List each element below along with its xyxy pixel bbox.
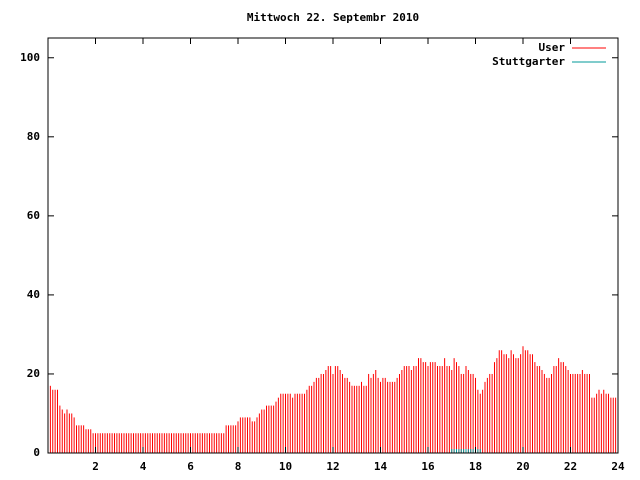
y-tick-label: 40 — [27, 288, 40, 301]
y-tick-label: 20 — [27, 367, 40, 380]
x-tick-label: 14 — [374, 460, 388, 473]
x-tick-label: 4 — [140, 460, 147, 473]
x-tick-label: 22 — [564, 460, 577, 473]
x-tick-label: 2 — [92, 460, 99, 473]
y-tick-label: 60 — [27, 209, 40, 222]
x-tick-label: 24 — [611, 460, 625, 473]
legend-label: Stuttgarter — [492, 55, 565, 68]
x-tick-label: 20 — [516, 460, 529, 473]
x-tick-label: 18 — [469, 460, 482, 473]
x-tick-label: 16 — [421, 460, 435, 473]
x-tick-label: 10 — [279, 460, 292, 473]
x-tick-label: 12 — [326, 460, 339, 473]
y-tick-label: 100 — [20, 51, 40, 64]
y-tick-label: 80 — [27, 130, 40, 143]
y-tick-label: 0 — [33, 446, 40, 459]
x-tick-label: 8 — [235, 460, 242, 473]
chart-title: Mittwoch 22. Septembr 2010 — [247, 11, 419, 24]
legend-label: User — [539, 41, 566, 54]
x-tick-label: 6 — [187, 460, 194, 473]
